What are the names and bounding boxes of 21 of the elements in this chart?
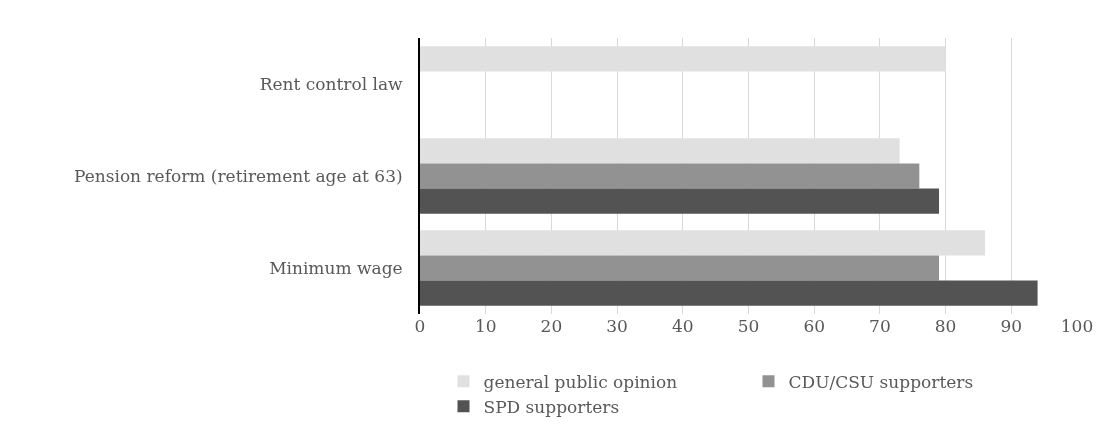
bar — [420, 280, 1038, 306]
bar — [420, 255, 940, 281]
y-tick-label: Minimum wage — [269, 257, 403, 278]
x-tick-label: 40 — [671, 316, 694, 336]
x-tick-label: 50 — [737, 316, 760, 336]
y-tick-label: Rent control law — [259, 73, 404, 94]
x-tick-label: 80 — [934, 316, 957, 336]
x-tick-label: 30 — [606, 316, 628, 336]
legend-label: CDU/CSU supporters — [788, 371, 974, 392]
x-tick-label: 100 — [1060, 316, 1094, 336]
bar — [420, 188, 940, 214]
x-tick-label: 10 — [474, 316, 497, 336]
x-tick-label: 20 — [540, 316, 563, 336]
y-tick-label: Pension reform (retirement age at 63) — [74, 165, 403, 186]
x-tick-label: 70 — [869, 316, 891, 336]
legend-label: SPD supporters — [483, 396, 620, 417]
bar — [420, 163, 920, 189]
legend-label: general public opinion — [483, 371, 678, 392]
x-tick-label: 60 — [803, 316, 826, 336]
x-tick-label: 0 — [414, 316, 426, 336]
x-tick-label: 90 — [1000, 316, 1023, 336]
